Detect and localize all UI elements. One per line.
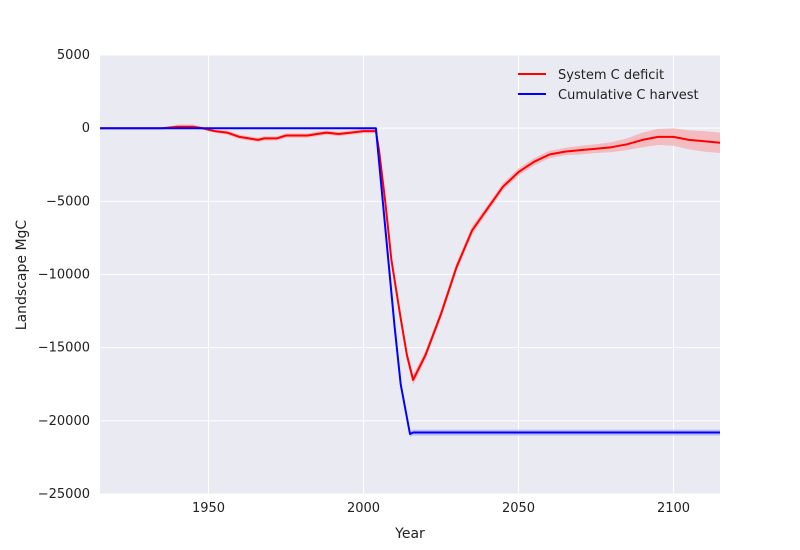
x-axis-ticks: 1950 2000 2050 2100 <box>192 501 690 516</box>
x-tick-label: 2100 <box>657 501 690 516</box>
series-line-2 <box>100 127 720 435</box>
x-axis-label: Year <box>394 526 425 542</box>
x-tick-label: 2050 <box>502 501 535 516</box>
series-line-1 <box>100 125 721 381</box>
series-lines <box>100 125 721 435</box>
x-tick-label: 1950 <box>192 501 225 516</box>
y-axis-label: Landscape MgC <box>14 220 30 331</box>
y-tick-label: −15000 <box>38 341 90 356</box>
y-tick-label: −10000 <box>38 268 90 283</box>
y-tick-label: 5000 <box>57 48 90 63</box>
y-tick-label: 0 <box>82 121 90 136</box>
y-tick-label: −20000 <box>38 414 90 429</box>
legend-label: System C deficit <box>558 68 664 83</box>
x-tick-label: 2000 <box>347 501 380 516</box>
legend: System C deficit Cumulative C harvest <box>518 68 699 103</box>
y-tick-label: −25000 <box>38 487 90 502</box>
y-tick-label: −5000 <box>46 194 90 209</box>
legend-label: Cumulative C harvest <box>558 88 699 103</box>
y-axis-ticks: 5000 0 −5000 −10000 −15000 −20000 −25000 <box>38 48 90 502</box>
